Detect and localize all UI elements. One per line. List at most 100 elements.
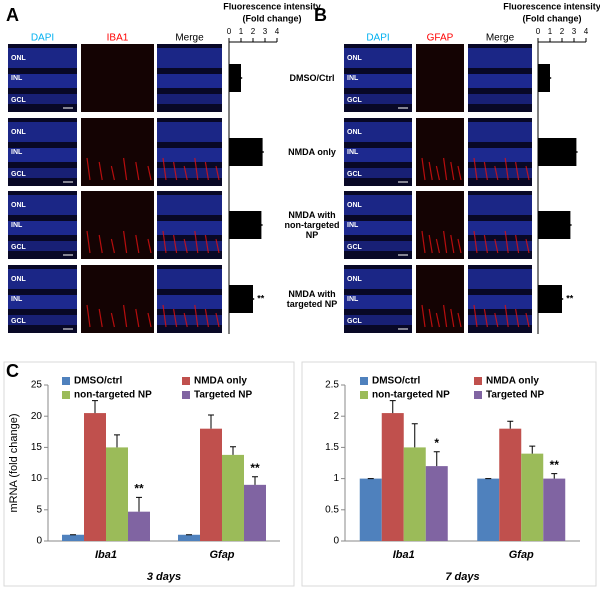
y-tick-label: 0 [36, 536, 42, 547]
nuclear-layer [157, 295, 222, 309]
row-label: NMDA only [288, 147, 336, 157]
legend-swatch [474, 377, 482, 385]
x-tick-label: 0 [227, 27, 232, 36]
glial-signal [123, 230, 128, 254]
layer-label: ONL [347, 55, 363, 62]
glial-signal [204, 161, 209, 181]
plot-frame [301, 361, 597, 587]
column-label: Merge [175, 33, 204, 44]
layer-label: ONL [347, 129, 363, 136]
error-bar [230, 446, 236, 455]
glial-signal [147, 165, 152, 181]
y-axis-label: mRNA (fold change) [8, 413, 20, 512]
glial-signal [123, 304, 128, 328]
plot-frame [3, 361, 295, 587]
bar [222, 454, 244, 541]
glial-signal [204, 308, 209, 328]
legend-label: DMSO/ctrl [372, 376, 421, 387]
nuclear-layer [8, 195, 77, 215]
glial-signal [173, 161, 178, 181]
legend-label: NMDA only [486, 376, 539, 387]
x-axis-label: 3 days [147, 571, 181, 583]
micrograph [416, 191, 464, 259]
chart-subtitle: (Fold change) [523, 13, 582, 23]
bar [477, 478, 500, 541]
nuclear-layer [344, 241, 412, 251]
bar [244, 484, 266, 541]
nuclear-layer [468, 148, 532, 162]
x-tick-label: 0 [536, 27, 541, 36]
bar [359, 478, 382, 541]
glial-signal [457, 312, 462, 328]
column-label: Merge [486, 33, 515, 44]
nuclear-layer [344, 315, 412, 325]
y-tick-label: 0 [333, 536, 339, 547]
glial-signal [525, 165, 530, 181]
nuclear-layer [8, 315, 77, 325]
glial-signal [162, 157, 167, 181]
nuclear-layer [157, 221, 222, 235]
x-tick-label: 1 [548, 27, 553, 36]
bar [403, 447, 426, 541]
x-tick-label: Gfap [209, 549, 234, 561]
nuclear-layer [344, 295, 412, 309]
glial-signal [135, 308, 140, 328]
row-label: DMSO/Ctrl [289, 73, 335, 83]
glial-signal [183, 312, 188, 328]
y-tick-label: 10 [31, 473, 43, 484]
error-bar [92, 400, 98, 414]
layer-label: GCL [347, 171, 363, 178]
legend-label: non-targeted NP [74, 390, 152, 401]
layer-label: INL [347, 222, 359, 229]
significance: ** [134, 481, 144, 495]
column-label: IBA1 [107, 33, 129, 44]
x-tick-label: 3 [572, 27, 577, 36]
error-bar [114, 434, 120, 448]
nuclear-layer [344, 122, 412, 142]
glial-signal [86, 230, 91, 254]
row-label-box: NMDA with targeted NP [287, 289, 338, 309]
layer-label: INL [347, 296, 359, 303]
nuclear-layer [344, 148, 412, 162]
micrograph [81, 265, 154, 333]
glial-signal [173, 308, 178, 328]
glial-signal [435, 312, 440, 328]
micrograph [81, 191, 154, 259]
bar [538, 211, 571, 239]
row-label: NMDA with non-targeted NP [284, 210, 340, 240]
glial-signal [147, 238, 152, 254]
glial-signal [525, 312, 530, 328]
glial-signal [428, 161, 433, 181]
nuclear-layer [8, 295, 77, 309]
error-bar [433, 451, 440, 467]
error-bar [136, 496, 142, 512]
nuclear-layer [157, 122, 222, 142]
glial-signal [162, 304, 167, 328]
layer-label: GCL [347, 244, 363, 251]
nuclear-layer [157, 195, 222, 215]
micrograph [416, 44, 464, 112]
nuclear-layer [468, 122, 532, 142]
column-label: GFAP [427, 33, 454, 44]
nuclear-layer [8, 269, 77, 289]
nuclear-layer [157, 74, 222, 88]
y-tick-label: 2.5 [325, 380, 339, 391]
nuclear-layer [157, 315, 222, 325]
panel-letter: B [314, 5, 327, 25]
glial-signal [215, 312, 220, 328]
glial-signal [110, 165, 115, 181]
glial-signal [457, 238, 462, 254]
error-bar [252, 476, 258, 485]
layer-label: ONL [11, 202, 27, 209]
micrograph [416, 265, 464, 333]
glial-signal [494, 238, 499, 254]
glial-signal [215, 165, 220, 181]
bar [229, 138, 263, 166]
layer-label: INL [11, 149, 23, 156]
glial-signal [162, 230, 167, 254]
glial-signal [428, 234, 433, 254]
chart-subtitle: (Fold change) [243, 13, 302, 23]
y-tick-label: 2 [333, 411, 339, 422]
nuclear-layer [8, 48, 77, 68]
